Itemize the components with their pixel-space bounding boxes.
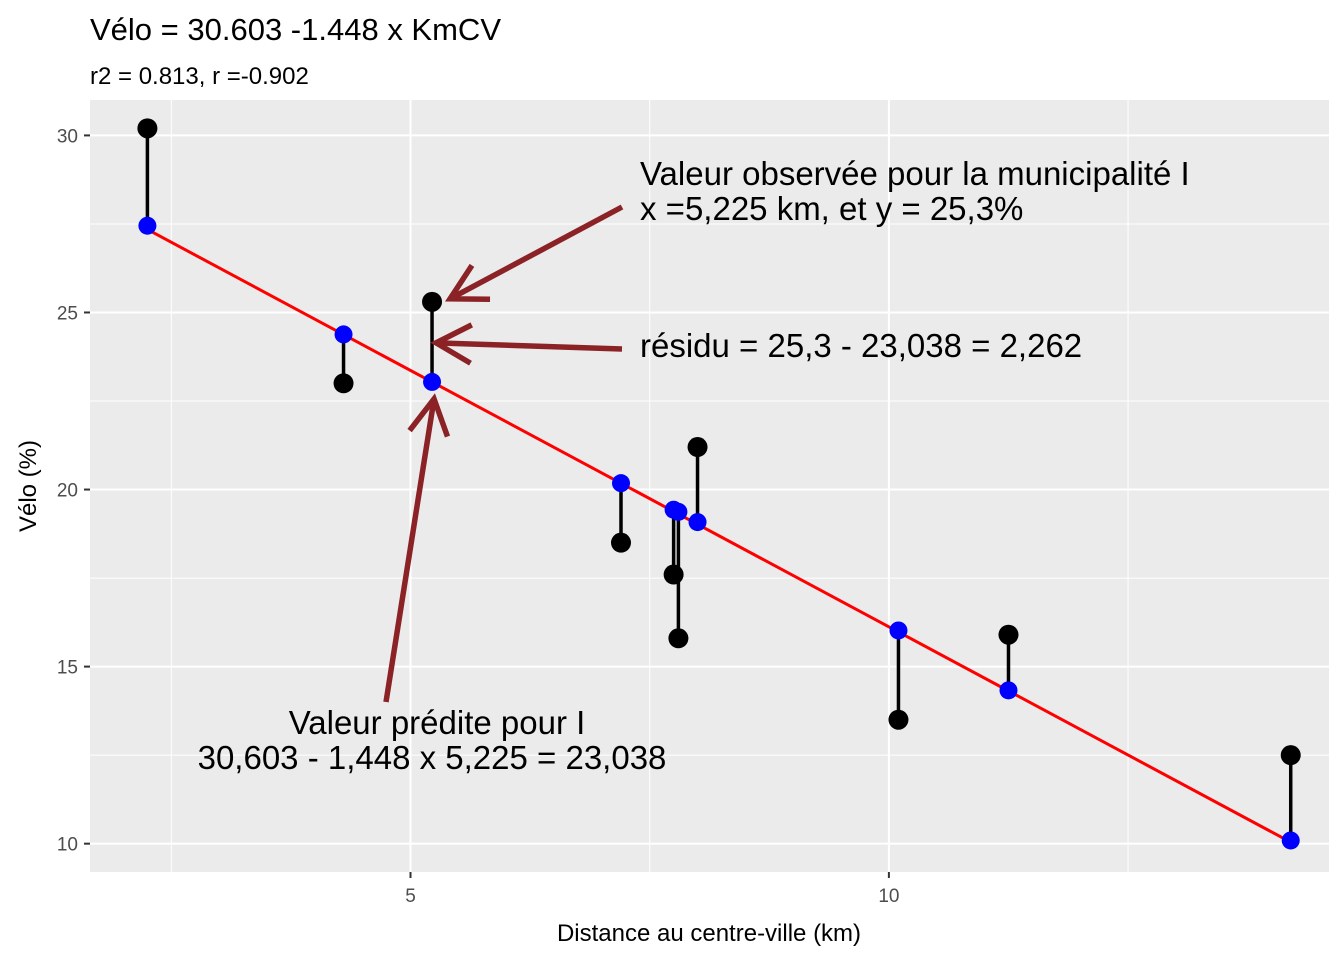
observed-point xyxy=(888,709,909,730)
arrow-shaft xyxy=(448,204,624,302)
annotation-observed-line1: Valeur observée pour la municipalité I xyxy=(640,155,1190,192)
minor-grid xyxy=(90,100,1329,872)
observed-points xyxy=(137,118,1301,766)
arrow-shaft xyxy=(435,340,623,352)
y-axis-title: Vélo (%) xyxy=(15,440,42,532)
arrow-observed xyxy=(444,204,624,302)
y-tick-label: 20 xyxy=(57,481,78,502)
observed-point xyxy=(333,373,354,394)
y-tick-label: 10 xyxy=(57,835,78,856)
predicted-point xyxy=(612,474,630,493)
observed-point xyxy=(998,624,1019,645)
arrow-head xyxy=(407,393,451,438)
observed-point xyxy=(611,532,631,553)
y-tick-label: 15 xyxy=(57,658,78,679)
arrow-head xyxy=(444,263,491,302)
observed-point xyxy=(687,437,708,458)
predicted-point xyxy=(334,325,353,344)
annotation-arrows xyxy=(383,204,624,703)
predicted-point xyxy=(669,502,688,521)
x-tick-label: 5 xyxy=(405,886,416,907)
y-tick-label: 30 xyxy=(57,126,78,147)
observed-point xyxy=(1280,745,1301,766)
predicted-point xyxy=(889,621,908,640)
arrow-predicted xyxy=(383,393,451,703)
predicted-point xyxy=(423,372,442,391)
predicted-point xyxy=(688,513,707,532)
observed-point xyxy=(663,564,684,585)
x-tick-label: 10 xyxy=(878,886,899,907)
x-axis-title: Distance au centre-ville (km) xyxy=(557,920,861,947)
annotation-residual: résidu = 25,3 - 23,038 = 2,262 xyxy=(640,327,1082,364)
arrow-shaft xyxy=(383,398,437,703)
annotation-predicted-line1: Valeur prédite pour I xyxy=(289,704,586,741)
predicted-point xyxy=(138,216,157,235)
arrow-residual xyxy=(430,322,623,366)
arrow-head xyxy=(430,322,473,366)
observed-point xyxy=(668,628,689,649)
major-grid xyxy=(90,100,1329,872)
predicted-point xyxy=(1281,831,1300,850)
chart-subtitle: r2 = 0.813, r =-0.902 xyxy=(90,63,309,90)
x-axis: 5 10 xyxy=(405,872,899,907)
plot-panel xyxy=(90,100,1329,872)
observed-point xyxy=(137,118,158,139)
y-tick-label: 25 xyxy=(57,303,78,324)
predicted-points xyxy=(138,216,1300,850)
annotation-predicted-line2: 30,603 - 1,448 x 5,225 = 23,038 xyxy=(198,739,667,776)
predicted-point xyxy=(999,681,1018,700)
chart-title: Vélo = 30.603 -1.448 x KmCV xyxy=(90,12,501,47)
observed-point xyxy=(422,291,443,312)
y-axis: 10 15 20 25 30 xyxy=(57,126,90,856)
annotation-observed-line2: x =5,225 km, et y = 25,3% xyxy=(640,190,1023,227)
